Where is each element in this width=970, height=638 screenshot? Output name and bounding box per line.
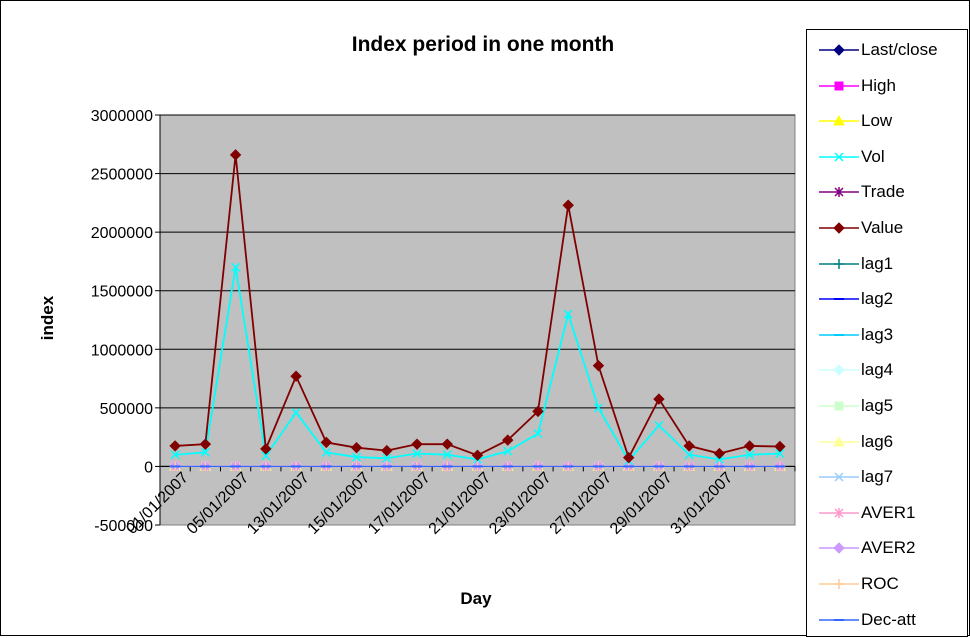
legend-swatch: [819, 109, 859, 133]
legend-entry: Low: [807, 103, 967, 139]
legend-label: Value: [861, 218, 903, 238]
legend-label: High: [861, 76, 896, 96]
legend-entry: High: [807, 68, 967, 104]
legend-swatch: [819, 38, 859, 62]
plot-area: 3000000 2500000 2000000 1500000 1000000 50000…: [91, 108, 795, 538]
legend-swatch: [819, 145, 859, 169]
y-tick-label: 1500000: [91, 284, 153, 301]
x-axis-title: Day: [460, 589, 492, 608]
legend-label: Trade: [861, 182, 905, 202]
legend-entry: ROC: [807, 566, 967, 602]
legend-label: lag1: [861, 254, 893, 274]
legend-entry: AVER2: [807, 530, 967, 566]
y-tick-label: 2000000: [91, 225, 153, 242]
legend-swatch: [819, 74, 859, 98]
legend-label: Low: [861, 111, 892, 131]
legend-swatch: [819, 501, 859, 525]
legend-swatch: [819, 358, 859, 382]
legend-swatch: [819, 287, 859, 311]
legend-swatch: [819, 608, 859, 632]
legend-entry: lag5: [807, 388, 967, 424]
chart-legend: Last/close High Low Vol Trade Value lag1 lag2 la…: [806, 29, 968, 637]
legend-swatch: [819, 216, 859, 240]
y-tick-label: 500000: [100, 401, 153, 418]
legend-marker: [834, 223, 844, 233]
legend-swatch: [819, 323, 859, 347]
legend-label: ROC: [861, 574, 899, 594]
legend-swatch: [819, 394, 859, 418]
chart-title: Index period in one month: [352, 33, 615, 56]
legend-swatch: [819, 252, 859, 276]
legend-entry: AVER1: [807, 495, 967, 531]
legend-marker: [835, 402, 843, 410]
legend-marker: [834, 579, 844, 589]
legend-label: AVER2: [861, 538, 916, 558]
legend-swatch: [819, 572, 859, 596]
legend-label: lag5: [861, 396, 893, 416]
legend-marker: [834, 543, 844, 553]
y-tick-label: 1000000: [91, 342, 153, 359]
legend-swatch: [819, 536, 859, 560]
legend-entry: lag7: [807, 459, 967, 495]
legend-entry: Value: [807, 210, 967, 246]
y-axis-title: index: [38, 295, 57, 340]
legend-label: lag6: [861, 432, 893, 452]
legend-label: Last/close: [861, 40, 938, 60]
legend-entry: Vol: [807, 139, 967, 175]
legend-entry: Dec-att: [807, 602, 967, 638]
legend-label: Dec-att: [861, 610, 916, 630]
legend-swatch: [819, 465, 859, 489]
legend-label: lag4: [861, 360, 893, 380]
legend-entry: Last/close: [807, 32, 967, 68]
legend-marker: [835, 82, 843, 90]
legend-entry: lag3: [807, 317, 967, 353]
legend-label: lag7: [861, 467, 893, 487]
legend-label: lag2: [861, 289, 893, 309]
legend-label: lag3: [861, 325, 893, 345]
y-tick-label: 3000000: [91, 108, 153, 125]
legend-entry: Trade: [807, 174, 967, 210]
legend-marker: [834, 259, 844, 269]
legend-label: AVER1: [861, 503, 916, 523]
y-tick-label: 0: [144, 459, 153, 476]
legend-marker: [834, 365, 844, 375]
legend-marker: [834, 45, 844, 55]
legend-label: Vol: [861, 147, 885, 167]
legend-entry: lag2: [807, 281, 967, 317]
legend-entry: lag6: [807, 424, 967, 460]
legend-entry: lag1: [807, 246, 967, 282]
legend-entry: lag4: [807, 352, 967, 388]
legend-swatch: [819, 180, 859, 204]
legend-swatch: [819, 430, 859, 454]
y-tick-label: 2500000: [91, 167, 153, 184]
